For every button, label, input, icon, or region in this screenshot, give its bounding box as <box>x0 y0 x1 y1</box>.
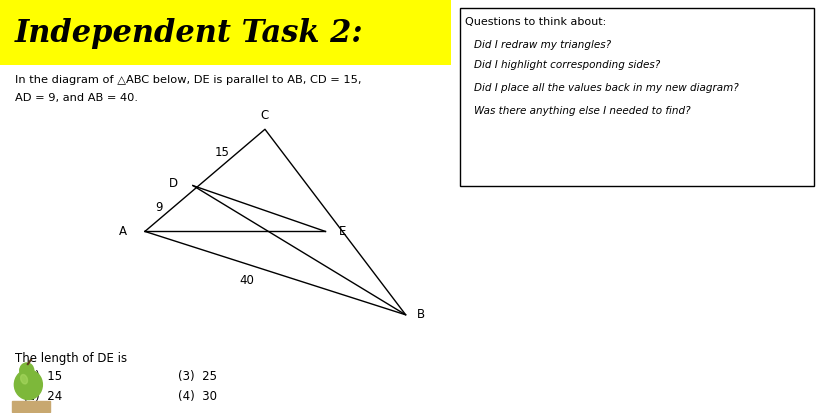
Text: E: E <box>338 225 346 238</box>
Text: Did I place all the values back in my new diagram?: Did I place all the values back in my ne… <box>473 83 738 93</box>
FancyBboxPatch shape <box>0 0 451 65</box>
Text: 15: 15 <box>214 146 229 159</box>
Text: Questions to think about:: Questions to think about: <box>465 17 606 27</box>
Text: (4)  30: (4) 30 <box>178 390 217 403</box>
Text: B: B <box>417 308 425 322</box>
Text: (3)  25: (3) 25 <box>178 370 217 383</box>
Text: C: C <box>261 109 269 122</box>
Ellipse shape <box>14 370 42 399</box>
Text: Did I redraw my triangles?: Did I redraw my triangles? <box>473 40 610 50</box>
Text: The length of DE is: The length of DE is <box>15 352 127 365</box>
Polygon shape <box>12 401 50 412</box>
Ellipse shape <box>20 363 34 378</box>
Text: In the diagram of △ABC below, DE is parallel to AB, CD = 15,: In the diagram of △ABC below, DE is para… <box>15 75 361 85</box>
Text: (2)  24: (2) 24 <box>23 390 62 403</box>
Text: AD = 9, and AB = 40.: AD = 9, and AB = 40. <box>15 93 138 103</box>
Text: (1)  15: (1) 15 <box>23 370 62 383</box>
Text: 40: 40 <box>239 274 254 287</box>
Text: A: A <box>118 225 127 238</box>
Ellipse shape <box>21 374 27 384</box>
Text: Was there anything else I needed to find?: Was there anything else I needed to find… <box>473 106 690 116</box>
Text: Did I highlight corresponding sides?: Did I highlight corresponding sides? <box>473 60 659 70</box>
FancyBboxPatch shape <box>459 8 813 186</box>
Text: D: D <box>169 177 178 191</box>
Text: 9: 9 <box>155 201 163 214</box>
Text: Independent Task 2:: Independent Task 2: <box>15 18 363 49</box>
